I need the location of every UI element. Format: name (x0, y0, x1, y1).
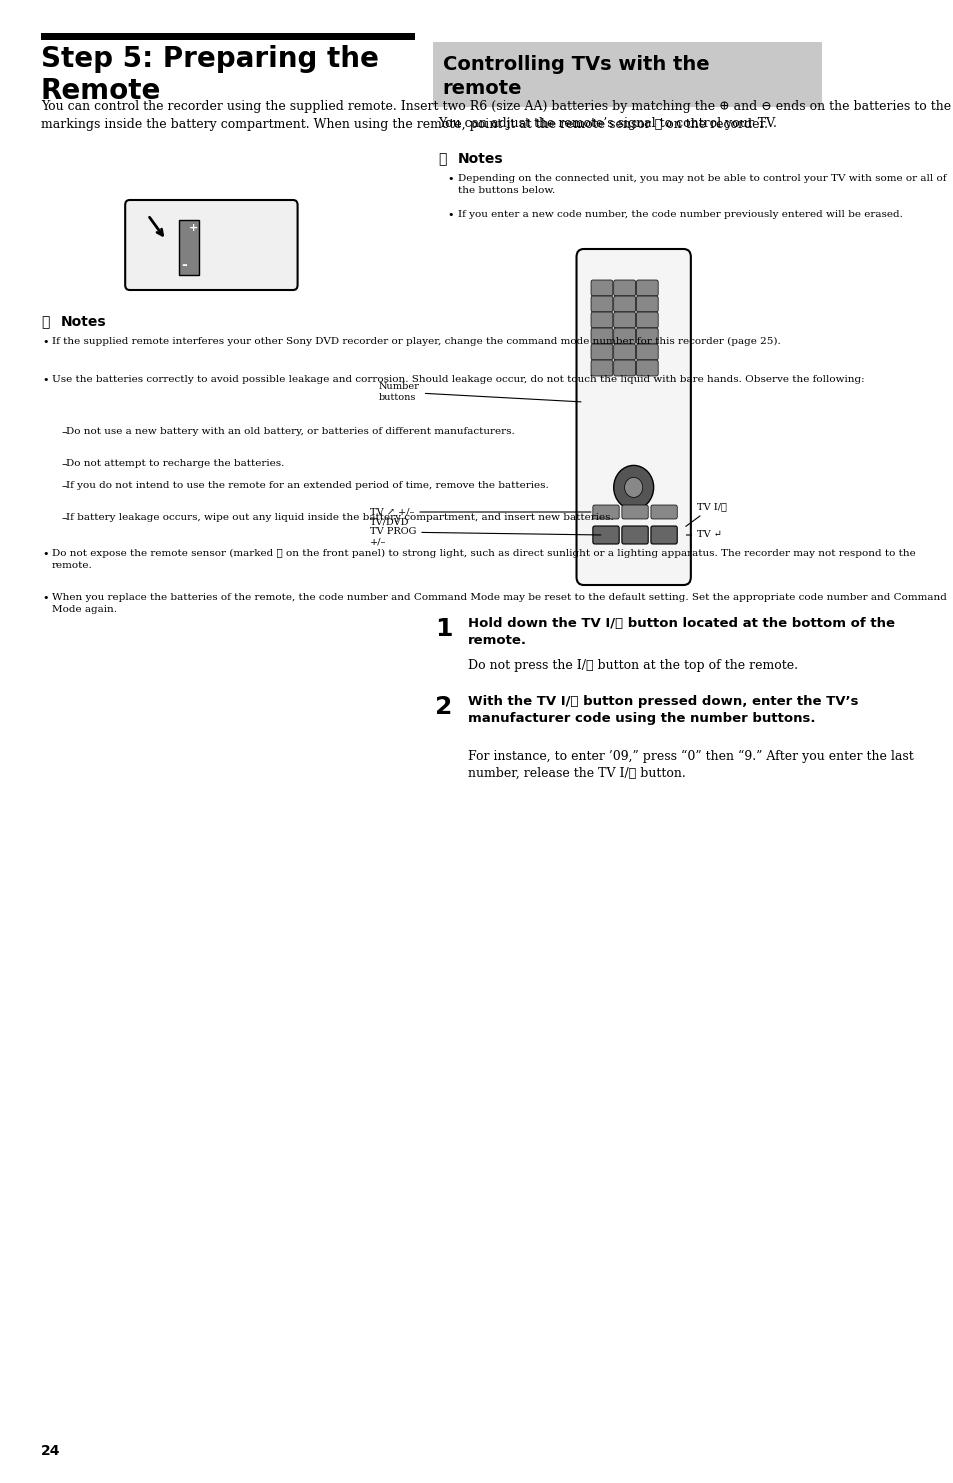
Circle shape (624, 478, 642, 497)
Text: Do not use a new battery with an old battery, or batteries of different manufact: Do not use a new battery with an old bat… (66, 427, 515, 436)
Text: +: + (189, 222, 197, 233)
FancyBboxPatch shape (636, 344, 658, 360)
FancyBboxPatch shape (591, 328, 612, 344)
Bar (433, 42, 821, 107)
Text: If battery leakage occurs, wipe out any liquid inside the battery compartment, a: If battery leakage occurs, wipe out any … (66, 513, 614, 522)
FancyBboxPatch shape (592, 506, 618, 519)
Text: 2: 2 (435, 696, 452, 719)
Text: ❓: ❓ (437, 151, 446, 166)
FancyBboxPatch shape (650, 506, 677, 519)
FancyBboxPatch shape (576, 249, 690, 584)
FancyBboxPatch shape (591, 360, 612, 377)
Text: 24: 24 (41, 1444, 60, 1458)
Text: –: – (62, 513, 68, 523)
Text: Use the batteries correctly to avoid possible leakage and corrosion. Should leak: Use the batteries correctly to avoid pos… (51, 375, 863, 384)
FancyBboxPatch shape (636, 311, 658, 328)
Text: Notes: Notes (61, 314, 107, 329)
FancyBboxPatch shape (636, 280, 658, 297)
Text: •: • (43, 549, 50, 559)
Text: Hold down the TV I/⏻ button located at the bottom of the remote.: Hold down the TV I/⏻ button located at t… (467, 617, 894, 647)
Text: •: • (43, 337, 50, 347)
Text: TV ↗ +/–: TV ↗ +/– (370, 507, 590, 516)
FancyBboxPatch shape (650, 526, 677, 544)
Text: With the TV I/⏻ button pressed down, enter the TV’s manufacturer code using the : With the TV I/⏻ button pressed down, ent… (467, 696, 858, 725)
Text: •: • (43, 375, 50, 386)
Text: 1: 1 (435, 617, 453, 641)
FancyBboxPatch shape (613, 344, 635, 360)
Text: Depending on the connected unit, you may not be able to control your TV with som: Depending on the connected unit, you may… (457, 174, 945, 194)
Text: –: – (62, 480, 68, 491)
Text: TV I/⏻: TV I/⏻ (685, 503, 726, 526)
Text: Do not press the I/⏻ button at the top of the remote.: Do not press the I/⏻ button at the top o… (467, 658, 797, 672)
Text: -: - (181, 258, 187, 271)
FancyBboxPatch shape (125, 200, 297, 291)
FancyBboxPatch shape (591, 344, 612, 360)
Circle shape (613, 466, 653, 509)
Text: •: • (447, 174, 453, 184)
FancyBboxPatch shape (591, 297, 612, 311)
Text: You can adjust the remote’s signal to control your TV.: You can adjust the remote’s signal to co… (437, 117, 776, 131)
Text: –: – (62, 460, 68, 469)
Text: Do not expose the remote sensor (marked Ⓡ on the front panel) to strong light, s: Do not expose the remote sensor (marked … (51, 549, 915, 569)
FancyBboxPatch shape (591, 280, 612, 297)
Text: •: • (447, 211, 453, 219)
Text: –: – (62, 427, 68, 437)
FancyBboxPatch shape (613, 360, 635, 377)
FancyBboxPatch shape (613, 280, 635, 297)
Text: If the supplied remote interferes your other Sony DVD recorder or player, change: If the supplied remote interferes your o… (51, 337, 780, 346)
FancyBboxPatch shape (636, 328, 658, 344)
Text: Number
buttons: Number buttons (378, 383, 580, 402)
FancyBboxPatch shape (621, 526, 647, 544)
FancyBboxPatch shape (591, 311, 612, 328)
Text: TV/DVD
TV PROG
+/–: TV/DVD TV PROG +/– (370, 518, 600, 547)
Text: TV ↵: TV ↵ (685, 531, 721, 540)
Text: If you enter a new code number, the code number previously entered will be erase: If you enter a new code number, the code… (457, 211, 902, 219)
FancyBboxPatch shape (592, 526, 618, 544)
FancyBboxPatch shape (621, 506, 647, 519)
Text: You can control the recorder using the supplied remote. Insert two R6 (size AA) : You can control the recorder using the s… (41, 99, 950, 131)
FancyBboxPatch shape (613, 311, 635, 328)
Text: Controlling TVs with the
remote: Controlling TVs with the remote (442, 55, 708, 98)
Text: Step 5: Preparing the
Remote: Step 5: Preparing the Remote (41, 44, 378, 105)
Text: When you replace the batteries of the remote, the code number and Command Mode m: When you replace the batteries of the re… (51, 593, 945, 614)
Text: If you do not intend to use the remote for an extended period of time, remove th: If you do not intend to use the remote f… (66, 480, 548, 489)
Bar (41, 33, 415, 40)
FancyBboxPatch shape (636, 297, 658, 311)
Text: •: • (43, 593, 50, 604)
Text: Do not attempt to recharge the batteries.: Do not attempt to recharge the batteries… (66, 460, 284, 469)
Text: ❓: ❓ (41, 314, 50, 329)
Text: Notes: Notes (457, 151, 503, 166)
Bar (178, 219, 198, 274)
FancyBboxPatch shape (613, 297, 635, 311)
FancyBboxPatch shape (636, 360, 658, 377)
Text: For instance, to enter ’09,” press “0” then “9.” After you enter the last number: For instance, to enter ’09,” press “0” t… (467, 750, 913, 780)
FancyBboxPatch shape (613, 328, 635, 344)
